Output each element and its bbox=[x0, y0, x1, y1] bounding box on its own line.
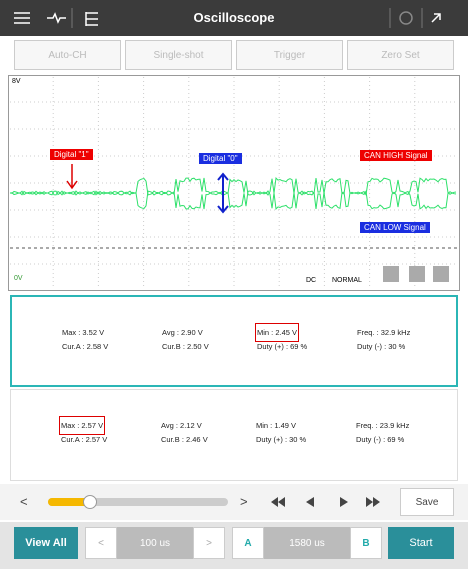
measurement: Duty (+) : 69 % bbox=[257, 342, 308, 351]
prev-time-button[interactable]: < bbox=[85, 527, 117, 559]
title: Oscilloscope bbox=[193, 10, 275, 25]
measurement: Freq. : 23.9 kHz bbox=[356, 421, 410, 430]
measurement: Duty (+) : 30 % bbox=[256, 435, 307, 444]
time-div: 100 us bbox=[117, 527, 193, 559]
cursor-b-button[interactable]: B bbox=[350, 527, 382, 559]
playback-bar: < > Save bbox=[0, 484, 468, 520]
trigger-button[interactable]: Trigger bbox=[236, 40, 343, 70]
measurement: Avg : 2.12 V bbox=[161, 421, 202, 430]
annotation: Digital "1" bbox=[50, 149, 93, 160]
toolbar-icons bbox=[14, 8, 441, 28]
measurement: Min : 2.45 V bbox=[254, 323, 300, 342]
next-time-button[interactable]: > bbox=[193, 527, 225, 559]
zero-set-button[interactable]: Zero Set bbox=[347, 40, 454, 70]
transport-icons bbox=[271, 497, 380, 507]
channel-panel: Max : 2.57 V Cur.A : 2.57 V Avg : 2.12 V Cu… bbox=[10, 389, 458, 481]
measurement: Max : 2.57 V bbox=[58, 416, 106, 435]
bottom-voltage-label: 0V bbox=[14, 275, 23, 282]
view-all-button[interactable]: View All bbox=[14, 527, 78, 559]
measurement: Cur.B : 2.50 V bbox=[162, 342, 209, 351]
start-button[interactable]: Start bbox=[388, 527, 454, 559]
toolbar: Oscilloscope bbox=[0, 0, 468, 36]
measurement: Max : 3.52 V bbox=[62, 328, 105, 337]
trigger-mode: NORMAL bbox=[332, 277, 362, 284]
cursor-time: 1580 us bbox=[264, 527, 350, 559]
prev-button[interactable]: < bbox=[20, 494, 28, 509]
measurement: Duty (-) : 69 % bbox=[356, 435, 405, 444]
annotation: CAN LOW Signal bbox=[360, 222, 430, 233]
measurement: Freq. : 32.9 kHz bbox=[357, 328, 411, 337]
coupling: DC bbox=[306, 277, 317, 284]
top-voltage-label: 8V bbox=[12, 78, 21, 85]
cursor-a-button[interactable]: A bbox=[232, 527, 264, 559]
measurement: Duty (-) : 30 % bbox=[357, 342, 406, 351]
footer: View All < 100 us > A 1580 us B Start bbox=[0, 522, 468, 569]
slider[interactable] bbox=[48, 495, 228, 509]
measurement: Min : 1.49 V bbox=[256, 421, 297, 430]
single-shot-button[interactable]: Single-shot bbox=[125, 40, 232, 70]
annotation: Digital "0" bbox=[199, 153, 242, 164]
auto-ch-button[interactable]: Auto-CH bbox=[14, 40, 121, 70]
measurement: Cur.A : 2.58 V bbox=[62, 342, 109, 351]
measurement: Cur.A : 2.57 V bbox=[61, 435, 108, 444]
measurement: Avg : 2.90 V bbox=[162, 328, 203, 337]
save-button[interactable]: Save bbox=[400, 488, 454, 516]
annotation: CAN HIGH Signal bbox=[360, 150, 432, 161]
measurement: Cur.B : 2.46 V bbox=[161, 435, 208, 444]
next-button[interactable]: > bbox=[240, 494, 248, 509]
scope-screen bbox=[8, 75, 460, 291]
channel-panel: Max : 3.52 V Cur.A : 2.58 V Avg : 2.90 V Cu… bbox=[10, 295, 458, 387]
